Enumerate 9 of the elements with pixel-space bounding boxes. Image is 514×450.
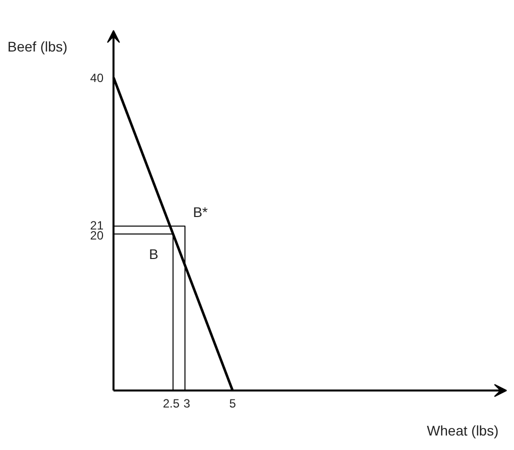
x-tick-label: 2.5: [162, 396, 180, 410]
y-axis-title: Beef (lbs): [8, 38, 68, 54]
x-tick-label: 3: [183, 396, 190, 410]
x-tick-label: 5: [229, 396, 236, 410]
y-tick-label: 40: [90, 70, 104, 85]
annotation: B*: [192, 204, 208, 220]
x-axis-title: Wheat (lbs): [426, 422, 499, 438]
y-tick-label: 20: [90, 228, 104, 243]
annotation: B: [149, 246, 158, 262]
